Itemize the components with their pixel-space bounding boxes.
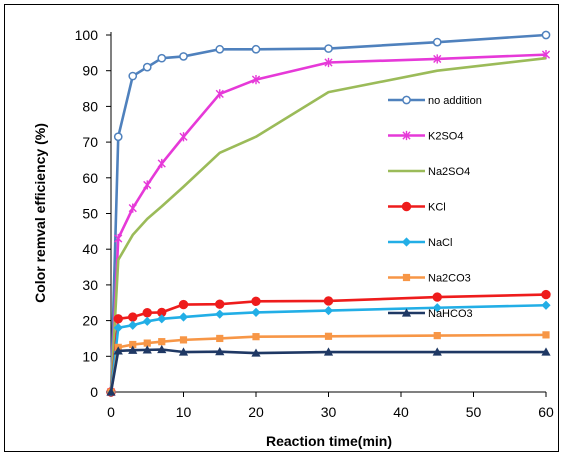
y-tick-label: 50: [82, 206, 98, 222]
data-point-no-addition: [179, 52, 188, 61]
data-point-na2co3: [179, 336, 188, 344]
y-tick-label: 20: [82, 313, 98, 329]
x-tick-label: 0: [107, 404, 115, 420]
data-point-nacl: [251, 307, 261, 317]
data-point-nahco3: [251, 348, 261, 357]
data-point-kcl: [113, 314, 123, 324]
x-tick-label: 60: [538, 404, 554, 420]
y-tick-label: 100: [75, 27, 99, 43]
data-point-na2co3: [216, 334, 224, 343]
data-point-nahco3: [128, 345, 138, 354]
legend-marker-nacl: [401, 237, 412, 247]
data-point-nacl: [178, 312, 189, 322]
y-axis-title: Color remval efficiency (%): [32, 123, 48, 303]
legend-marker-nahco3: [401, 308, 412, 317]
data-point-no-addition: [128, 71, 138, 81]
data-point-nahco3: [142, 345, 152, 354]
data-point-kcl: [178, 299, 189, 310]
data-point-no-addition: [113, 132, 123, 142]
legend-label-k2so4: K2SO4: [428, 131, 463, 143]
legend-marker-no-addition: [402, 95, 411, 105]
data-point-no-addition: [157, 53, 167, 63]
y-tick-label: 60: [82, 170, 98, 186]
data-point-kcl: [541, 289, 551, 300]
data-point-kcl: [323, 296, 334, 306]
data-point-nahco3: [323, 347, 334, 356]
data-point-no-addition: [215, 44, 225, 54]
data-point-nahco3: [541, 347, 551, 356]
data-point-k2so4: [324, 57, 333, 68]
data-point-nacl: [215, 309, 225, 319]
data-point-nahco3: [157, 344, 167, 354]
outer-border: [4, 4, 559, 452]
data-point-na2co3: [158, 338, 166, 346]
data-point-na2co3: [324, 332, 333, 340]
legend-marker-kcl: [401, 201, 412, 212]
x-axis-title: Reaction time(min): [266, 433, 392, 449]
y-tick-label: 40: [82, 241, 98, 257]
data-point-nacl: [142, 316, 152, 326]
data-point-no-addition: [432, 37, 442, 47]
data-point-kcl: [251, 296, 261, 307]
legend-label-no-addition: no addition: [428, 95, 482, 107]
data-point-na2co3: [433, 331, 441, 340]
data-point-nacl: [157, 314, 167, 324]
y-tick-label: 80: [82, 98, 98, 114]
series-line-na2so4: [109, 56, 547, 393]
data-point-nahco3: [113, 346, 123, 355]
data-point-kcl: [215, 299, 225, 309]
y-tick-label: 30: [82, 277, 98, 293]
data-point-k2so4: [433, 54, 442, 64]
data-point-k2so4: [157, 158, 166, 169]
y-tick-label: 70: [82, 134, 98, 150]
data-point-no-addition: [541, 30, 551, 40]
data-point-kcl: [128, 312, 138, 322]
data-point-no-addition: [142, 62, 152, 72]
data-point-no-addition: [251, 44, 261, 54]
x-tick-label: 40: [393, 404, 409, 420]
data-point-k2so4: [541, 50, 551, 60]
data-point-na2co3: [542, 331, 550, 339]
x-tick-label: 10: [176, 404, 192, 420]
data-point-na2co3: [129, 340, 137, 349]
x-tick-label: 30: [321, 404, 337, 420]
legend-label-kcl: KCl: [428, 202, 446, 214]
data-point-nahco3: [215, 347, 225, 356]
data-point-k2so4: [143, 180, 152, 190]
legend-marker-na2co3: [402, 273, 411, 282]
data-point-k2so4: [128, 203, 137, 213]
data-point-nahco3: [432, 347, 442, 356]
data-point-na2co3: [252, 333, 260, 341]
data-point-nacl: [432, 303, 442, 313]
data-point-k2so4: [215, 89, 224, 99]
legend-label-nacl: NaCl: [428, 237, 452, 249]
data-point-kcl: [432, 292, 442, 302]
data-point-kcl: [142, 308, 152, 318]
y-tick-label: 90: [82, 63, 98, 79]
legend-label-na2co3: Na2CO3: [428, 273, 471, 285]
legend-label-na2so4: Na2SO4: [428, 166, 470, 178]
x-tick-label: 20: [248, 404, 264, 420]
y-tick-label: 10: [82, 348, 98, 364]
data-point-k2so4: [251, 75, 261, 85]
y-tick-label: 0: [90, 384, 98, 400]
data-point-nacl: [113, 323, 123, 333]
data-point-na2co3: [143, 339, 151, 347]
data-point-nahco3: [178, 347, 189, 356]
data-point-k2so4: [114, 233, 123, 244]
data-point-nacl: [128, 320, 138, 330]
legend-marker-k2so4: [402, 130, 411, 141]
x-tick-label: 50: [466, 404, 482, 420]
data-point-no-addition: [324, 44, 333, 53]
data-point-k2so4: [179, 132, 188, 142]
data-point-nacl: [541, 300, 551, 310]
legend-label-nahco3: NaHCO3: [428, 308, 473, 320]
data-point-nahco3: [106, 387, 116, 396]
data-point-nacl: [323, 306, 334, 316]
